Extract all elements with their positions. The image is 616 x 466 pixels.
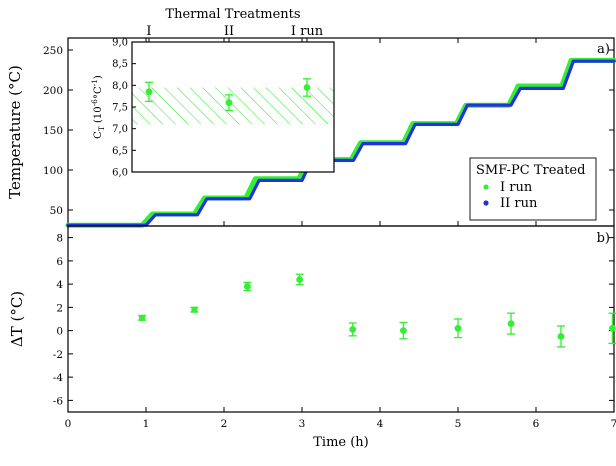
bottom-y-tick-label: -2 [53, 349, 63, 361]
top-y-tick-label: 250 [43, 45, 63, 57]
delta-t-point [454, 324, 462, 332]
inset-y-axis-label-part: °C [93, 86, 104, 99]
temperature-series-i-run [65, 57, 616, 228]
delta-t-point [139, 314, 146, 321]
legend-marker-i-run [483, 184, 489, 190]
inset-y-tick-label: 7,5 [112, 103, 128, 114]
legend-entry: II run [500, 196, 538, 211]
x-axis-label: Time (h) [313, 435, 369, 450]
inset-category-label: II [224, 24, 234, 39]
x-tick-label: 4 [377, 418, 384, 430]
inset-y-tick-label: 8,0 [112, 81, 128, 92]
delta-t-point [400, 327, 407, 335]
x-tick-label: 1 [143, 418, 150, 430]
inset-title: Thermal Treatments [165, 7, 300, 22]
delta-t-plot: -6 -4 -2 0 2 4 6 8 0 1 2 3 4 5 6 7 Time (h) ΔT (°C) b) [8, 225, 616, 450]
delta-t-point [244, 283, 251, 290]
delta-t-point [557, 333, 565, 340]
panel-label-a: a) [597, 42, 610, 57]
top-y-axis-label: Temperature (°C) [6, 65, 24, 199]
delta-t-point [349, 326, 357, 333]
legend-marker-ii-run [483, 200, 489, 206]
inset-y-axis-label-part: C [93, 131, 104, 139]
x-tick-label: 0 [65, 418, 72, 430]
bottom-y-tick-label: 6 [56, 256, 63, 268]
inset-category-label: I run [291, 24, 324, 39]
inset-hatched-band [132, 87, 334, 125]
inset-point [145, 88, 153, 96]
inset-y-axis-label-part: -1 [90, 79, 99, 86]
x-tick-label: 7 [611, 418, 616, 430]
inset-y-axis-label: CT (10-6°C-1) [90, 75, 106, 139]
bottom-y-tick-label: 4 [56, 279, 63, 291]
legend-box [469, 157, 597, 221]
inset-y-tick-label: 6,5 [112, 146, 128, 157]
bottom-y-axis-label: ΔT (°C) [8, 291, 26, 347]
x-tick-label: 2 [221, 418, 228, 430]
bottom-y-tick-label: 2 [56, 302, 63, 314]
delta-t-point [191, 306, 198, 313]
inset-y-axis-label-part: T [97, 126, 106, 131]
x-tick-label: 5 [455, 418, 462, 430]
legend-entry: I run [500, 180, 533, 195]
bottom-y-tick-label: -4 [53, 372, 64, 384]
delta-t-point [609, 324, 616, 332]
inset-y-tick-label: 6,0 [112, 168, 128, 179]
inset-y-tick-label: 7,0 [112, 124, 128, 135]
top-y-tick-label: 200 [43, 85, 63, 97]
inset-point [225, 99, 233, 107]
x-tick-label: 6 [533, 418, 540, 430]
inset-y-axis-label-part: ) [93, 75, 104, 79]
inset-point [303, 84, 311, 91]
top-y-tick-label: 50 [50, 205, 63, 217]
inset-y-tick-label: 9,0 [112, 38, 128, 49]
temperature-series-ii-run [66, 59, 616, 227]
inset-y-axis-label-part: -6 [90, 99, 99, 107]
top-y-tick-label: 150 [43, 125, 63, 137]
temperature-plot: 50 100 150 200 250 Temperature (°C) a) [6, 37, 616, 228]
x-tick-label: 3 [299, 418, 306, 430]
delta-t-point [296, 276, 304, 283]
bottom-y-tick-label: -6 [53, 395, 64, 407]
legend-title: SMF-PC Treated [476, 163, 585, 178]
bottom-plot-frame [67, 225, 615, 413]
delta-t-point [507, 320, 515, 328]
inset-y-axis-label-part: (10 [93, 106, 104, 126]
bottom-y-tick-label: 8 [56, 233, 63, 245]
top-y-tick-label: 100 [43, 165, 63, 177]
inset-category-label: I [146, 24, 151, 39]
inset-y-tick-label: 8,5 [112, 59, 128, 70]
panel-label-b: b) [597, 231, 610, 246]
bottom-y-tick-label: 0 [56, 326, 63, 338]
